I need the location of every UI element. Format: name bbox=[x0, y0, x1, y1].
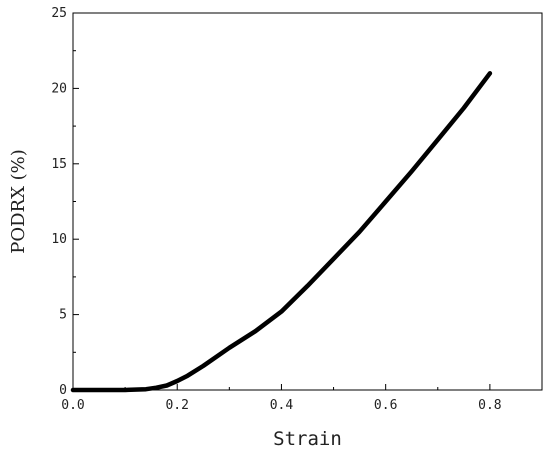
x-tick-label: 0.8 bbox=[478, 398, 501, 413]
series-layer bbox=[70, 71, 493, 393]
y-tick-label: 15 bbox=[51, 157, 67, 172]
y-tick-label: 0 bbox=[59, 383, 67, 398]
x-tick-label: 0.6 bbox=[374, 398, 397, 413]
y-tick-label: 25 bbox=[51, 6, 67, 21]
x-tick-label: 0.4 bbox=[270, 398, 294, 413]
tick-labels-layer: 0.0 0.2 0.4 0.6 0.8 0 5 10 15 20 25 bbox=[51, 6, 501, 413]
y-tick-label: 10 bbox=[51, 232, 67, 247]
y-axis-title: PODRX (%) bbox=[8, 149, 29, 254]
x-tick-label: 0.0 bbox=[61, 398, 84, 413]
x-tick-label: 0.2 bbox=[165, 398, 188, 413]
x-axis-title: Strain bbox=[273, 428, 342, 450]
y-tick-label: 20 bbox=[51, 81, 67, 96]
series-line bbox=[70, 71, 493, 393]
y-tick-label: 5 bbox=[59, 308, 67, 323]
plot-frame bbox=[72, 12, 543, 391]
